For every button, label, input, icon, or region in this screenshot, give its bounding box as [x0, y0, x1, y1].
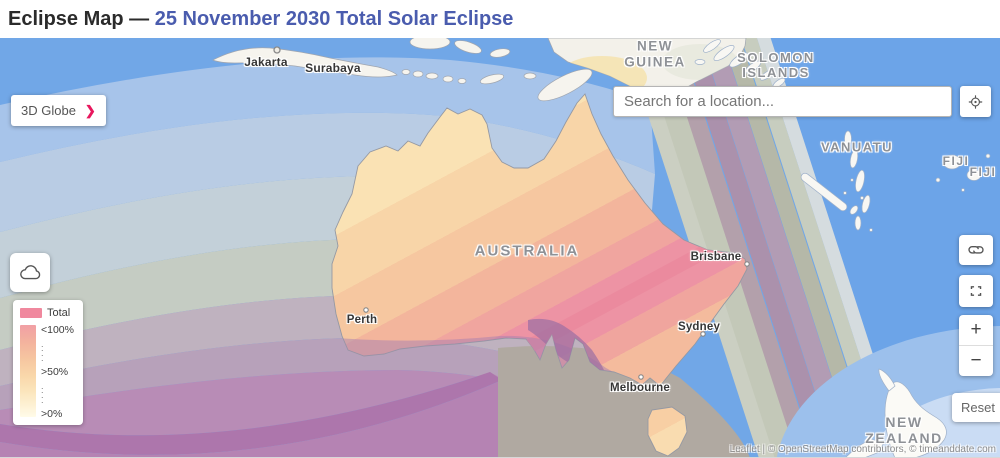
magnitude-scale-labels: <100% .... >50% .... >0% [41, 324, 74, 420]
3d-globe-button[interactable]: 3D Globe ❯ [11, 95, 106, 126]
legend-total-row: Total [20, 307, 77, 319]
legend-mid-label: >50% [41, 366, 69, 378]
cloud-icon [20, 264, 41, 279]
city-markers [273, 46, 750, 380]
islands-indonesia [212, 38, 593, 102]
fullscreen-button[interactable] [959, 275, 993, 307]
map-attribution: Leaflet | © OpenStreetMap contributors, … [729, 444, 996, 455]
zoom-out-button[interactable]: − [970, 350, 982, 371]
zoom-divider [959, 345, 993, 346]
page-title: Eclipse Map — [8, 7, 155, 30]
page-header: Eclipse Map — 25 November 2030 Total Sol… [0, 0, 1000, 38]
locate-me-button[interactable] [960, 86, 991, 117]
map-label-brisbane: Brisbane [690, 251, 742, 263]
perth-marker [363, 307, 369, 313]
page-title-eclipse-link[interactable]: 25 November 2030 Total Solar Eclipse [154, 7, 514, 30]
3d-globe-label: 3D Globe [21, 103, 76, 118]
search-container [613, 86, 952, 117]
map-container[interactable]: NEW GUINEA SOLOMON ISLANDS VANUATU FIJI … [0, 38, 1000, 458]
reset-button[interactable]: Reset [952, 393, 1000, 422]
map-label-fiji-2: FIJI [969, 165, 997, 180]
legend-min-label: >0% [41, 408, 63, 420]
chevron-right-icon: ❯ [84, 102, 96, 118]
link-icon [968, 246, 984, 254]
legend-dots-upper: .... [41, 338, 44, 363]
map-label-melbourne: Melbourne [610, 382, 670, 394]
island-new-caledonia [800, 172, 864, 215]
map-label-sydney: Sydney [677, 321, 721, 333]
magnitude-gradient-bar [20, 325, 36, 417]
copy-link-button[interactable] [959, 235, 993, 265]
map-label-surabaya: Surabaya [305, 61, 361, 75]
map-label-vanuatu: VANUATU [820, 139, 894, 155]
locate-crosshair-icon [968, 94, 983, 109]
map-label-new-zealand: NEW ZEALAND [865, 413, 943, 446]
map-label-australia: AUSTRALIA [474, 242, 580, 260]
map-label-fiji-1: FIJI [942, 154, 970, 169]
sydney-marker [700, 331, 706, 337]
map-label-new-guinea: NEW GUINEA [624, 38, 686, 69]
melbourne-marker [638, 374, 644, 380]
brisbane-marker [744, 261, 750, 267]
zoom-control: + − [959, 315, 993, 376]
islands-vanuatu [843, 130, 873, 232]
new-zealand-land [845, 368, 947, 457]
legend-total-label: Total [47, 307, 71, 319]
legend-max-label: <100% [41, 324, 74, 336]
jakarta-marker [273, 46, 281, 54]
map-label-perth: Perth [346, 314, 378, 326]
zoom-in-button[interactable]: + [970, 319, 982, 340]
magnitude-legend: Total <100% .... >50% .... >0% [13, 300, 83, 425]
map-label-jakarta: Jakarta [244, 55, 288, 69]
fullscreen-icon [970, 286, 982, 296]
legend-dots-lower: .... [41, 380, 44, 405]
islands-fiji [935, 153, 991, 192]
total-band-swatch [20, 308, 42, 318]
cloud-cover-button[interactable] [10, 253, 50, 292]
search-input[interactable] [613, 86, 952, 117]
map-label-solomon-islands: SOLOMON ISLANDS [737, 50, 815, 80]
